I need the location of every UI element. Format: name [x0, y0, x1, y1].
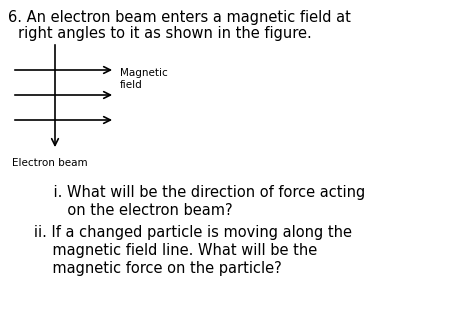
Text: Magnetic
field: Magnetic field — [120, 68, 168, 89]
Text: i. What will be the direction of force acting: i. What will be the direction of force a… — [35, 185, 365, 200]
Text: magnetic field line. What will be the: magnetic field line. What will be the — [20, 243, 317, 258]
Text: ii. If a changed particle is moving along the: ii. If a changed particle is moving alon… — [20, 225, 352, 240]
Text: 6. An electron beam enters a magnetic field at: 6. An electron beam enters a magnetic fi… — [8, 10, 351, 25]
Text: right angles to it as shown in the figure.: right angles to it as shown in the figur… — [18, 26, 312, 41]
Text: on the electron beam?: on the electron beam? — [35, 203, 233, 218]
Text: Electron beam: Electron beam — [12, 158, 88, 168]
Text: magnetic force on the particle?: magnetic force on the particle? — [20, 261, 282, 276]
